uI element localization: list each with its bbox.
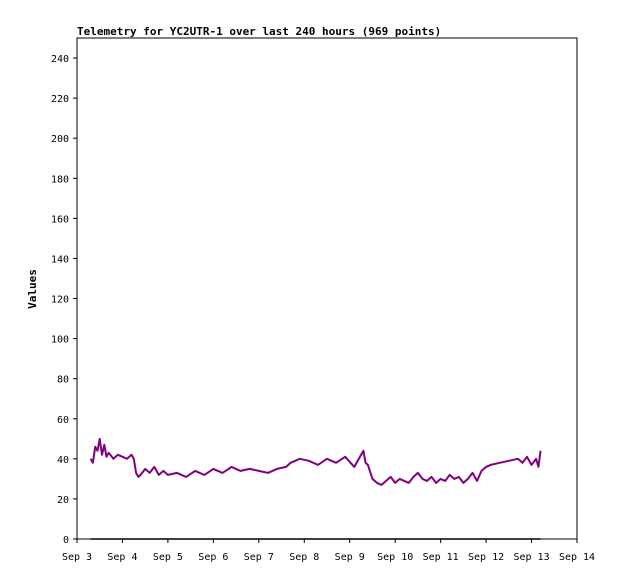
y-tick-label: 220 <box>51 94 69 105</box>
y-tick-label: 80 <box>57 375 69 386</box>
series-layer <box>89 437 542 540</box>
series-line-telemetry <box>89 437 542 486</box>
y-tick-label: 200 <box>51 134 69 145</box>
plot-frame <box>76 37 578 540</box>
y-tick-label: 100 <box>51 335 69 346</box>
y-tick-label: 180 <box>51 174 69 185</box>
y-tick-label: 40 <box>57 455 69 466</box>
x-tick-label: Sep 12 <box>468 552 504 563</box>
y-tick-label: 240 <box>51 54 69 65</box>
x-tick-label: Sep 5 <box>153 552 183 563</box>
y-tick-label: 0 <box>63 535 69 546</box>
x-tick-label: Sep 13 <box>513 552 549 563</box>
x-tick-label: Sep 14 <box>559 552 595 563</box>
y-tick-label: 140 <box>51 254 69 265</box>
x-tick-label: Sep 6 <box>198 552 228 563</box>
y-axis: 0 20 40 60 80 100 120 140 160 180 200 220 240 <box>51 54 77 546</box>
y-axis-label: Values <box>26 269 39 309</box>
y-tick-label: 120 <box>51 295 69 306</box>
x-tick-label: Sep 10 <box>377 552 413 563</box>
y-tick-label: 60 <box>57 415 69 426</box>
x-tick-label: Sep 3 <box>62 552 92 563</box>
x-axis: Sep 3 Sep 4 Sep 5 Sep 6 Sep 7 Sep 8 Sep 9 Sep 1… <box>62 539 595 563</box>
x-tick-label: Sep 7 <box>244 552 274 563</box>
y-tick-label: 160 <box>51 214 69 225</box>
x-tick-label: Sep 11 <box>423 552 459 563</box>
y-tick-label: 20 <box>57 495 69 506</box>
x-tick-label: Sep 4 <box>107 552 137 563</box>
chart-title: Telemetry for YC2UTR-1 over last 240 hou… <box>77 25 441 38</box>
x-tick-label: Sep 9 <box>335 552 365 563</box>
x-tick-label: Sep 8 <box>289 552 319 563</box>
